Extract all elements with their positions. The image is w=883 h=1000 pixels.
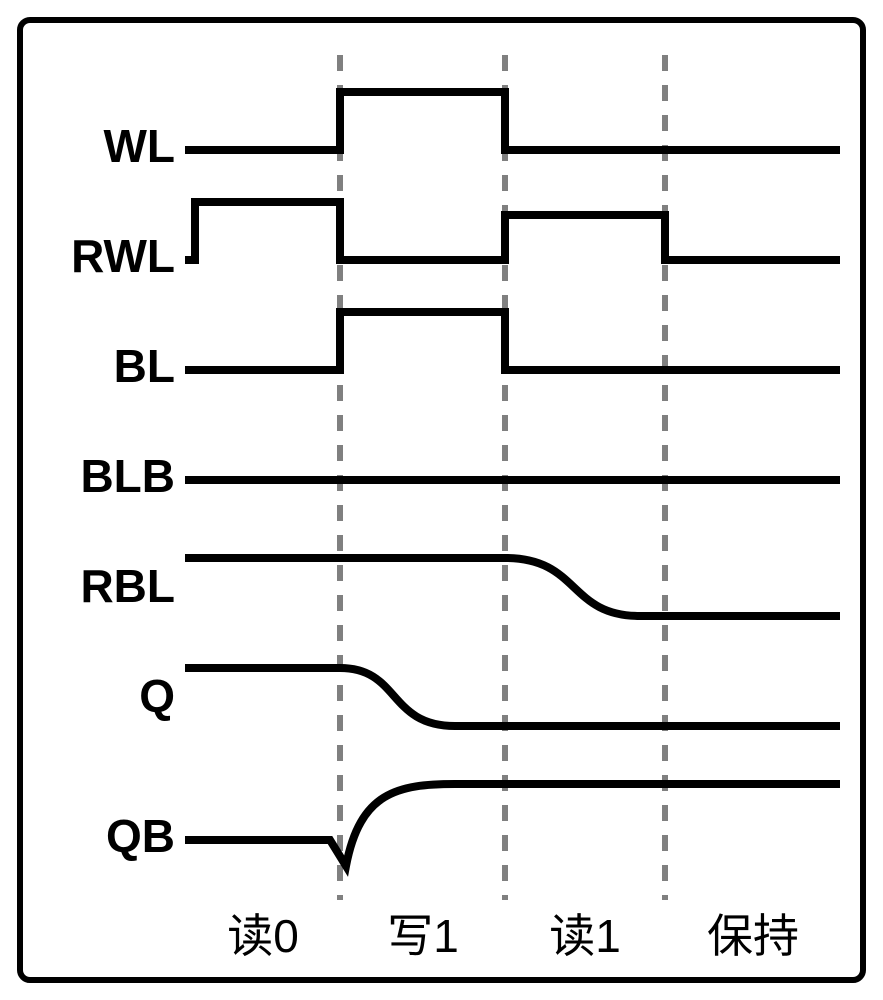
timing-diagram-frame: WL RWL BL BLB RBL Q QB 读0 写1 读1 保持 [0,0,883,1000]
phase-label-3: 保持 [707,910,799,962]
signal-label-wl: WL [103,120,175,172]
phase-label-0: 读0 [227,910,299,962]
signal-label-qb: QB [106,810,175,862]
phase-label-2: 读1 [549,910,621,962]
signal-label-bl: BL [114,340,175,392]
timing-diagram-svg: WL RWL BL BLB RBL Q QB 读0 写1 读1 保持 [0,0,883,1000]
phase-label-1: 写1 [387,910,459,962]
signal-label-rwl: RWL [71,230,175,282]
signal-label-rbl: RBL [80,560,175,612]
signal-label-q: Q [139,670,175,722]
signal-label-blb: BLB [80,450,175,502]
